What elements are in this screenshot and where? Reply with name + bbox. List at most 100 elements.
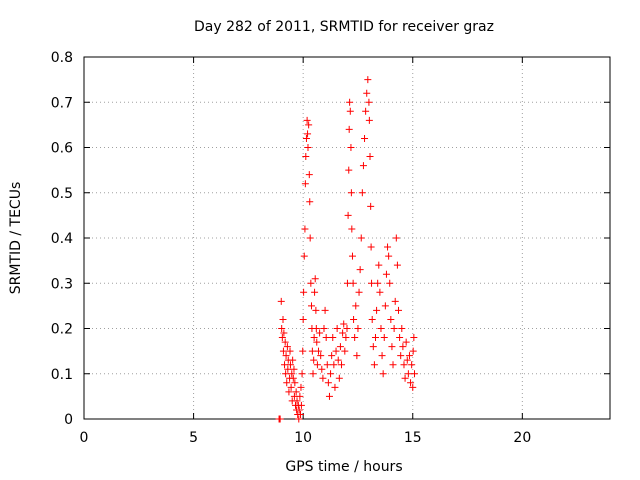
data-point [325,392,333,400]
data-point [297,401,305,409]
data-point [350,315,358,323]
data-point [338,361,346,369]
data-point [391,297,399,305]
data-point [307,279,315,287]
data-point [291,379,299,387]
data-point [300,252,308,260]
data-point [276,415,284,423]
data-point [323,361,331,369]
data-point [374,279,382,287]
data-point [365,98,373,106]
data-point [343,325,351,332]
data-point [398,325,406,332]
data-point [290,365,298,373]
data-point [399,343,407,351]
data-point [376,288,384,296]
data-point [299,315,307,323]
data-point [282,352,290,360]
data-point [367,202,375,210]
data-point [390,325,398,332]
data-point [361,134,369,142]
data-point [407,379,415,387]
y-tick-label: 0 [64,412,73,428]
data-point [348,252,356,260]
data-point [347,144,355,151]
data-point [369,343,377,351]
data-point [385,252,393,260]
x-tick-label: 15 [404,430,422,446]
x-tick-label: 10 [294,430,312,446]
data-point [312,325,320,332]
data-point [347,189,355,197]
data-point [322,334,330,342]
data-point [375,261,383,269]
data-point [373,306,381,314]
data-point [358,189,366,197]
data-point [287,383,295,391]
data-point [333,325,341,332]
data-point [411,370,419,378]
data-point [365,116,373,124]
data-point [289,374,297,382]
data-point [403,356,411,364]
data-point [295,406,303,414]
data-point [312,306,320,314]
data-point [410,334,418,342]
data-point [283,343,291,351]
data-point [324,379,332,387]
data-point [296,392,304,400]
data-point [362,107,370,115]
y-tick-label: 0.2 [51,322,73,338]
data-point [349,279,357,287]
data-point [352,302,360,310]
data-point [313,361,321,369]
data-point [340,320,348,328]
data-point [305,121,313,129]
data-point [320,325,328,332]
data-point [334,356,342,364]
data-point [393,261,401,269]
data-point [289,356,297,364]
data-point [311,275,319,283]
data-point [330,361,338,369]
data-point [359,162,367,170]
data-point [370,361,378,369]
data-point [396,334,404,342]
data-point [328,352,336,360]
x-tick-label: 20 [513,430,531,446]
data-point [302,153,310,161]
data-point [279,347,287,355]
data-point [302,134,310,142]
data-point [381,302,389,310]
data-point [293,397,301,405]
data-point [317,352,325,360]
data-point [402,338,410,346]
y-tick-label: 0.4 [51,231,73,247]
data-point [367,243,375,251]
data-point [348,225,356,233]
data-point [345,125,353,133]
data-point [301,225,309,233]
data-point [409,347,417,355]
data-point [327,370,335,378]
data-point [341,347,349,355]
data-point [346,107,354,115]
x-tick-label: 0 [80,430,89,446]
data-point [389,361,397,369]
data-point [354,325,362,332]
data-point [404,370,412,378]
data-point [297,410,305,418]
data-point [395,306,403,314]
y-tick-label: 0.7 [51,95,73,111]
axis-ticks: 0 0.1 0.2 0.3 0.4 0.5 0.6 0.7 0.8 0 5 10 15 20 [51,50,610,446]
chart-title: Day 282 of 2011, SRMTID for receiver gra… [194,19,494,35]
data-point [309,370,317,378]
data-point [305,171,313,179]
data-point [315,347,323,355]
data-point [363,89,371,97]
data-point [286,347,294,355]
data-point [277,297,285,305]
data-points [275,76,419,423]
data-point [364,76,372,84]
